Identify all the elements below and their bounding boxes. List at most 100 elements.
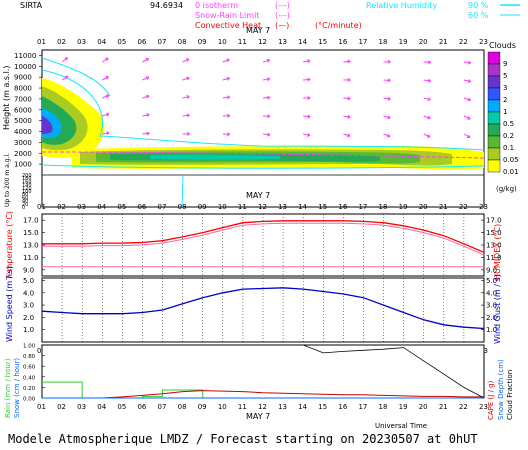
wind-arrow-head bbox=[186, 95, 190, 99]
cloud-panel-frame bbox=[41, 49, 485, 208]
ytick-label-right: 4.0 bbox=[486, 289, 497, 297]
low-hour-01: 01 bbox=[37, 347, 46, 355]
wind-arrow bbox=[142, 114, 150, 117]
wind-arrow bbox=[463, 115, 471, 120]
cloud-ytick-label: 4000 bbox=[14, 128, 32, 136]
ytick-label: 1.00 bbox=[23, 344, 36, 350]
bottom-hour-14: 14 bbox=[298, 403, 307, 411]
cloud-low-tick-label: 40 bbox=[22, 199, 28, 205]
isotherm-line bbox=[41, 151, 485, 159]
wind-arrow bbox=[61, 75, 69, 81]
ytick-label: 5.0 bbox=[23, 277, 34, 285]
cloud-low-tick-label: 200 bbox=[22, 173, 32, 179]
cloud-scale-label: 2 bbox=[503, 96, 507, 104]
ytick-label: 17.0 bbox=[23, 217, 39, 225]
bottom-hour-01: 01 bbox=[37, 403, 46, 411]
top-hour-17: 17 bbox=[358, 38, 367, 46]
hour-axis-top: 01 02 03 04 05 06 07 08 09 10 11 12 13 14 15 16 17 18 19 20… bbox=[37, 38, 488, 46]
wind-arrow-head bbox=[267, 114, 271, 119]
bottom-hour-16: 16 bbox=[338, 403, 347, 411]
mid-hour-10: 10 bbox=[218, 203, 227, 211]
top-hour-01: 01 bbox=[37, 38, 46, 46]
cloud-scale-label: 3 bbox=[503, 84, 507, 92]
wind-arrow-head bbox=[347, 96, 351, 101]
wind-arrow bbox=[383, 133, 391, 137]
top-hour-08: 08 bbox=[178, 38, 187, 46]
series-cloud-fraction bbox=[42, 344, 485, 399]
ytick-label: 4.0 bbox=[23, 289, 34, 297]
wind-arrow-head bbox=[185, 58, 190, 62]
series-humidex bbox=[42, 222, 485, 256]
mid-hour-06: 06 bbox=[137, 203, 146, 211]
wind-arrow-head bbox=[427, 78, 431, 83]
bottom-hour-04: 04 bbox=[97, 403, 106, 411]
wind-arrow-head bbox=[106, 131, 110, 136]
cloud-scale-label: 0.01 bbox=[503, 168, 519, 176]
wind-arrow bbox=[142, 58, 149, 63]
mid-hour-23: 23 bbox=[479, 203, 488, 211]
top-hour-22: 22 bbox=[459, 38, 468, 46]
wind-arrow bbox=[423, 115, 431, 119]
mid-hour-20: 20 bbox=[419, 203, 428, 211]
wind-arrow bbox=[262, 78, 270, 81]
legend-isotherm-label: 0 isotherm bbox=[195, 1, 238, 10]
legend-convective-unit: (°C/minute) bbox=[315, 21, 362, 30]
mid-hour-19: 19 bbox=[399, 203, 408, 211]
wind-arrow-head bbox=[347, 77, 351, 82]
wind-arrow-head bbox=[105, 112, 110, 117]
bottom-hour-23: 23 bbox=[479, 403, 488, 411]
cloud-y-ticks: 1100010000900080007000600050004000300020… bbox=[14, 52, 42, 211]
cloud-low-tick-label: 80 bbox=[22, 192, 28, 198]
cloud-low-tick-label: 0 bbox=[22, 205, 25, 211]
wind-arrow bbox=[303, 78, 311, 81]
wind-arrow bbox=[303, 115, 311, 118]
wind-arrow bbox=[182, 95, 190, 99]
wind-arrow-head bbox=[387, 96, 391, 101]
cloud-low-tick-label: 60 bbox=[22, 195, 28, 201]
mid-hour-13: 13 bbox=[278, 203, 287, 211]
ytick-label: 0.20 bbox=[23, 386, 36, 392]
gust-ylabel: Wind Gust (m / s) bbox=[493, 274, 502, 344]
station-coords: 94.6934 bbox=[150, 1, 183, 10]
wind-arrow bbox=[102, 132, 110, 135]
wind-arrow bbox=[101, 57, 109, 63]
cloud-low-tick-label: 120 bbox=[22, 186, 32, 192]
wind-arrow-head bbox=[307, 133, 311, 137]
cloud-ytick-label: 3000 bbox=[14, 139, 32, 147]
legend-humidity-90: 90 % bbox=[468, 1, 489, 10]
bottom-hour-18: 18 bbox=[379, 403, 388, 411]
wind-arrow-head bbox=[105, 76, 109, 80]
wind-arrow-head bbox=[266, 77, 271, 82]
top-hour-15: 15 bbox=[318, 38, 327, 46]
humidity-contour bbox=[41, 69, 485, 151]
wind-arrow-head bbox=[347, 114, 351, 119]
wind-arrow bbox=[423, 133, 431, 138]
legend-snowrain-label: Snow-Rain Limit bbox=[195, 11, 259, 20]
cloud-scale-swatch bbox=[487, 75, 501, 89]
cloud-low-tick-label: 100 bbox=[22, 189, 32, 195]
wind-arrow bbox=[423, 79, 431, 82]
cloud-scale-swatch bbox=[487, 63, 501, 77]
wind-arrow bbox=[182, 58, 190, 63]
cloud-blob-left bbox=[42, 116, 53, 134]
wind-arrow bbox=[142, 132, 150, 135]
wind-arrow-head bbox=[226, 76, 230, 81]
wind-arrow-head bbox=[266, 58, 271, 63]
station-name: SIRTA bbox=[20, 1, 43, 10]
ytick-label: 0.00 bbox=[23, 397, 36, 403]
ytick-label: 3.0 bbox=[23, 302, 34, 310]
bottom-hour-20: 20 bbox=[419, 403, 428, 411]
top-hour-18: 18 bbox=[379, 38, 388, 46]
humidity-contour bbox=[181, 174, 184, 208]
wind-arrow-head bbox=[266, 132, 271, 137]
mid-hour-01: 01 bbox=[37, 203, 46, 211]
ytick-label-right: 17.0 bbox=[486, 217, 502, 225]
wind-arrow-head bbox=[145, 76, 150, 80]
wind-arrow-head bbox=[307, 59, 311, 64]
ytick-label-right: 15.0 bbox=[486, 229, 502, 237]
wind-arrow-head bbox=[65, 75, 69, 80]
mid-hour-14: 14 bbox=[298, 203, 307, 211]
wind-arrow-head bbox=[267, 95, 271, 100]
series-cape bbox=[42, 390, 484, 399]
